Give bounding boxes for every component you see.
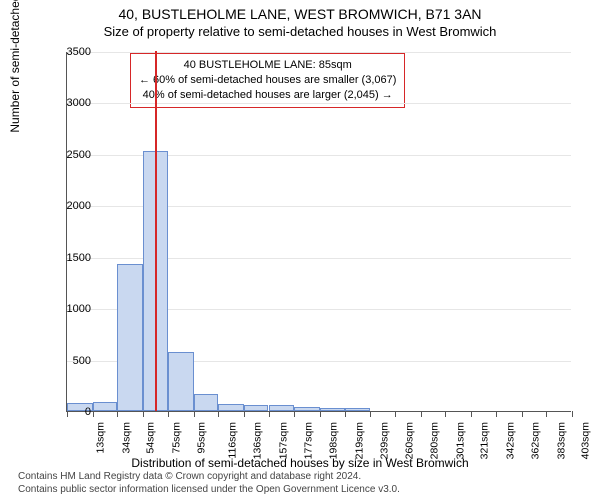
histogram-bar <box>218 404 244 411</box>
x-tick <box>471 411 472 417</box>
x-tick <box>496 411 497 417</box>
y-tick-label: 500 <box>51 355 91 367</box>
y-tick-label: 1500 <box>51 252 91 264</box>
x-tick <box>345 411 346 417</box>
x-tick <box>117 411 118 417</box>
histogram-bar <box>194 394 219 411</box>
x-tick <box>269 411 270 417</box>
y-tick-label: 0 <box>51 406 91 418</box>
x-tick-label: 383sqm <box>555 422 567 459</box>
x-tick <box>143 411 144 417</box>
x-tick-label: 219sqm <box>353 422 365 459</box>
attribution-line: Contains HM Land Registry data © Crown c… <box>18 471 400 484</box>
page-subtitle: Size of property relative to semi-detach… <box>0 24 600 39</box>
histogram-bar <box>320 408 345 411</box>
x-tick-label: 157sqm <box>277 422 289 459</box>
x-tick-label: 54sqm <box>145 422 157 454</box>
x-tick-label: 34sqm <box>120 422 132 454</box>
y-tick-label: 3000 <box>51 97 91 109</box>
gridline <box>67 52 571 53</box>
y-axis-title: Number of semi-detached properties <box>8 0 22 133</box>
x-tick-label: 260sqm <box>404 422 416 459</box>
x-tick <box>395 411 396 417</box>
x-tick <box>445 411 446 417</box>
x-tick <box>168 411 169 417</box>
x-tick-label: 403sqm <box>580 422 592 459</box>
attribution-block: Contains HM Land Registry data © Crown c… <box>18 471 400 496</box>
x-tick <box>244 411 245 417</box>
x-tick-label: 280sqm <box>428 422 440 459</box>
x-tick-label: 362sqm <box>529 422 541 459</box>
histogram-bar <box>93 402 118 411</box>
x-tick <box>294 411 295 417</box>
x-tick <box>370 411 371 417</box>
histogram-bar <box>294 407 320 411</box>
histogram-chart <box>66 52 571 412</box>
y-tick-label: 1000 <box>51 303 91 315</box>
x-tick-label: 342sqm <box>505 422 517 459</box>
page-title: 40, BUSTLEHOLME LANE, WEST BROMWICH, B71… <box>0 6 600 22</box>
histogram-bar <box>269 405 295 411</box>
property-marker-line <box>155 51 157 411</box>
y-tick-label: 3500 <box>51 46 91 58</box>
x-tick-label: 75sqm <box>171 422 183 454</box>
x-tick-label: 321sqm <box>479 422 491 459</box>
x-tick <box>320 411 321 417</box>
x-tick-label: 116sqm <box>226 422 238 459</box>
y-tick-label: 2000 <box>51 200 91 212</box>
y-tick-label: 2500 <box>51 149 91 161</box>
gridline <box>67 103 571 104</box>
x-tick-label: 301sqm <box>454 422 466 459</box>
x-tick-label: 13sqm <box>95 422 107 454</box>
histogram-bar <box>168 352 194 411</box>
x-tick <box>93 411 94 417</box>
histogram-bar <box>117 264 143 411</box>
histogram-bar <box>244 405 269 411</box>
x-tick <box>218 411 219 417</box>
attribution-line: Contains public sector information licen… <box>18 484 400 497</box>
histogram-bar <box>345 408 371 411</box>
x-tick <box>572 411 573 417</box>
title-block: 40, BUSTLEHOLME LANE, WEST BROMWICH, B71… <box>0 0 600 39</box>
x-tick-label: 239sqm <box>378 422 390 459</box>
x-tick-label: 177sqm <box>302 422 314 459</box>
x-tick <box>546 411 547 417</box>
x-tick-label: 136sqm <box>251 422 263 459</box>
x-tick <box>421 411 422 417</box>
x-tick <box>522 411 523 417</box>
x-tick-label: 198sqm <box>328 422 340 459</box>
x-tick <box>194 411 195 417</box>
x-tick-label: 95sqm <box>195 422 207 454</box>
